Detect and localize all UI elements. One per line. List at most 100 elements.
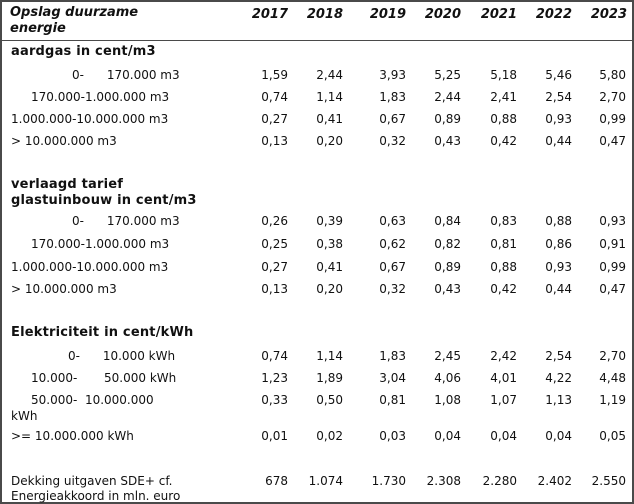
row-label: 170.000-1.000.000 m3 (31, 90, 170, 104)
value-cell: 0,04 (545, 429, 572, 443)
value-cell: 1,83 (379, 90, 406, 104)
value-cell: 2,54 (545, 349, 572, 363)
value-cell: 3,93 (379, 68, 406, 82)
value-cell: 0,04 (434, 429, 461, 443)
value-cell: 0,50 (316, 393, 343, 407)
table-header: Opslag duurzame energie 2017 2018 2019 2… (2, 2, 632, 41)
header-title: Opslag duurzame energie (10, 5, 190, 37)
value-cell: 0,33 (261, 393, 288, 407)
section-title-glastuinbouw: verlaagd tarief glastuinbouw in cent/m3 (11, 177, 197, 209)
value-cell: 0,20 (316, 134, 343, 148)
value-cell: 0,82 (434, 237, 461, 251)
value-cell: 0,41 (316, 260, 343, 274)
year-2022: 2022 (535, 7, 572, 22)
value-cell: 0,89 (434, 260, 461, 274)
value-cell: 2,44 (434, 90, 461, 104)
value-cell: 1,83 (379, 349, 406, 363)
value-cell: 0,02 (316, 429, 343, 443)
row-label: 170.000-1.000.000 m3 (31, 237, 170, 251)
value-cell: 1,89 (316, 371, 343, 385)
value-cell: 2,70 (599, 90, 626, 104)
value-cell: 0,67 (379, 260, 406, 274)
footer-label-line2: Energieakkoord in mln. euro (11, 489, 181, 503)
footer-value-cell: 2.402 (537, 474, 572, 488)
row-label: 0- 10.000 kWh (68, 349, 176, 363)
value-cell: 1,14 (316, 90, 343, 104)
footer-value-cell: 2.308 (426, 474, 461, 488)
value-cell: 0,99 (599, 260, 626, 274)
value-cell: 1,59 (261, 68, 288, 82)
section-title-elektriciteit: Elektriciteit in cent/kWh (11, 325, 194, 340)
value-cell: 4,06 (434, 371, 461, 385)
value-cell: 0,93 (545, 260, 572, 274)
value-cell: 5,25 (434, 68, 461, 82)
value-cell: 0,05 (599, 429, 626, 443)
value-cell: 0,88 (545, 214, 572, 228)
row-label: 10.000- 50.000 kWh (31, 371, 177, 385)
value-cell: 0,81 (490, 237, 517, 251)
header-title-line1: Opslag duurzame (10, 5, 139, 20)
value-cell: 0,20 (316, 282, 343, 296)
value-cell: 0,99 (599, 112, 626, 126)
value-cell: 0,62 (379, 237, 406, 251)
value-cell: 0,42 (490, 134, 517, 148)
year-2017: 2017 (251, 7, 288, 22)
value-cell: 0,04 (490, 429, 517, 443)
value-cell: 0,43 (434, 282, 461, 296)
value-cell: 5,80 (599, 68, 626, 82)
value-cell: 0,41 (316, 112, 343, 126)
value-cell: 0,81 (379, 393, 406, 407)
value-cell: 3,04 (379, 371, 406, 385)
value-cell: 2,45 (434, 349, 461, 363)
section-title-line1: verlaagd tarief (11, 177, 124, 192)
value-cell: 1,23 (261, 371, 288, 385)
value-cell: 0,91 (599, 237, 626, 251)
value-cell: 0,47 (599, 134, 626, 148)
value-cell: 4,01 (490, 371, 517, 385)
value-cell: 0,44 (545, 134, 572, 148)
value-cell: 5,46 (545, 68, 572, 82)
year-2021: 2021 (480, 7, 517, 22)
value-cell: 0,88 (490, 112, 517, 126)
value-cell: 0,74 (261, 349, 288, 363)
value-cell: 0,38 (316, 237, 343, 251)
footer-value-cell: 678 (265, 474, 288, 488)
value-cell: 4,48 (599, 371, 626, 385)
value-cell: 2,54 (545, 90, 572, 104)
footer-value-cell: 2.280 (482, 474, 517, 488)
value-cell: 1,19 (599, 393, 626, 407)
value-cell: 2,42 (490, 349, 517, 363)
value-cell: 0,67 (379, 112, 406, 126)
row-label: >= 10.000.000 kWh (11, 429, 134, 443)
value-cell: 2,41 (490, 90, 517, 104)
value-cell: 1,13 (545, 393, 572, 407)
value-cell: 0,74 (261, 90, 288, 104)
row-label-line1: 50.000- 10.000.000 (31, 393, 154, 407)
value-cell: 0,32 (379, 134, 406, 148)
row-label-line2: kWh (11, 409, 38, 423)
footer-value-cell: 1.074 (308, 474, 343, 488)
value-cell: 0,26 (261, 214, 288, 228)
row-label: > 10.000.000 m3 (11, 134, 117, 148)
value-cell: 0,93 (545, 112, 572, 126)
value-cell: 0,32 (379, 282, 406, 296)
value-cell: 0,84 (434, 214, 461, 228)
value-cell: 0,01 (261, 429, 288, 443)
section-title-aardgas: aardgas in cent/m3 (11, 44, 156, 59)
value-cell: 0,43 (434, 134, 461, 148)
value-cell: 0,13 (261, 282, 288, 296)
year-2018: 2018 (306, 7, 343, 22)
year-2020: 2020 (424, 7, 461, 22)
footer-value-cell: 1.730 (371, 474, 406, 488)
year-2023: 2023 (590, 7, 627, 22)
row-label: 0- 170.000 m3 (72, 214, 180, 228)
value-cell: 5,18 (490, 68, 517, 82)
value-cell: 0,83 (490, 214, 517, 228)
section-title-line2: glastuinbouw in cent/m3 (11, 193, 197, 208)
value-cell: 2,44 (316, 68, 343, 82)
row-label: > 10.000.000 m3 (11, 282, 117, 296)
value-cell: 4,22 (545, 371, 572, 385)
value-cell: 0,88 (490, 260, 517, 274)
value-cell: 0,39 (316, 214, 343, 228)
